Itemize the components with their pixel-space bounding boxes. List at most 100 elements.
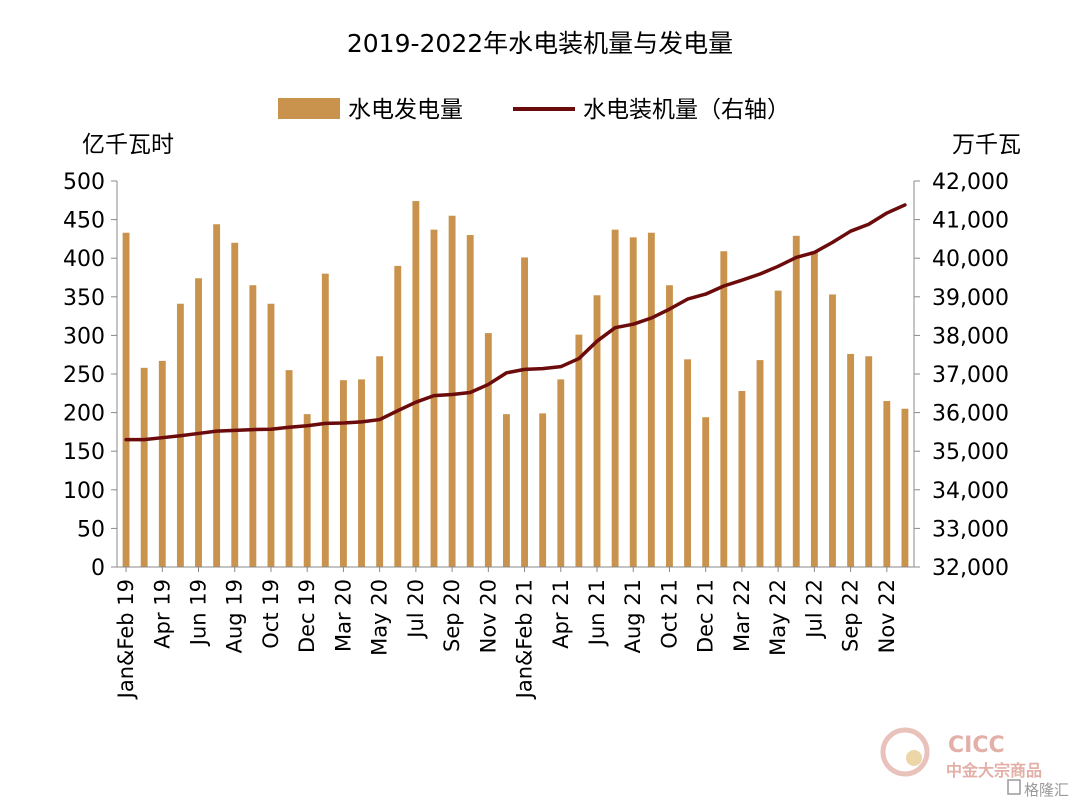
cicc-logo-icon — [880, 727, 930, 777]
right-tick-label: 33,000 — [932, 517, 1009, 542]
bar-jan-feb-19 — [122, 232, 130, 567]
bar-apr-19 — [158, 360, 166, 567]
x-tick-label: Oct 21 — [657, 579, 681, 649]
x-tick-label: Sep 22 — [839, 579, 863, 652]
legend-bar-label: 水电发电量 — [348, 97, 463, 123]
legend: 水电发电量 水电装机量（右轴） — [278, 97, 790, 123]
x-tick-label: Nov 22 — [875, 579, 899, 653]
bar-sep-19 — [249, 285, 257, 567]
right-tick-label: 38,000 — [932, 324, 1009, 349]
left-tick-label: 50 — [77, 517, 105, 542]
line-series — [124, 203, 907, 442]
left-tick-label: 450 — [63, 209, 105, 234]
left-tick-label: 300 — [63, 324, 105, 349]
bar-sep-21 — [647, 232, 655, 567]
right-tick-label: 34,000 — [932, 479, 1009, 504]
left-tick-label: 400 — [63, 247, 105, 272]
bar-aug-22 — [829, 294, 836, 567]
bar-dec-21 — [702, 417, 710, 567]
left-tick-label: 250 — [63, 363, 105, 388]
right-tick-label: 40,000 — [932, 247, 1009, 272]
bar-nov-20 — [484, 333, 492, 567]
right-tick-label: 32,000 — [932, 556, 1009, 581]
x-tick-label: Aug 21 — [621, 579, 645, 653]
bar-jul-22 — [810, 251, 818, 567]
x-tick-label: May 20 — [368, 579, 392, 656]
x-tick-label: Jan&Feb 21 — [513, 579, 537, 700]
x-tick-label: Dec 19 — [295, 579, 319, 653]
bar-dec-19 — [303, 414, 311, 567]
bar-nov-19 — [285, 370, 293, 567]
x-tick-label: Apr 19 — [150, 579, 174, 649]
bar-jun-19 — [195, 278, 202, 567]
bar-aug-21 — [629, 237, 637, 568]
source-logo-icon — [1007, 779, 1021, 795]
bar-nov-21 — [684, 359, 692, 567]
bar-oct-19 — [267, 303, 275, 567]
x-tick-label: Aug 19 — [223, 579, 247, 653]
bar-may-21 — [575, 334, 583, 567]
installed-capacity-line — [124, 203, 907, 442]
bar-mar-19 — [140, 367, 148, 567]
bar-jan-feb-20 — [321, 273, 329, 567]
bar-oct-22 — [865, 356, 873, 567]
bar-mar-21 — [539, 413, 547, 567]
x-tick-label: Jun 19 — [187, 579, 211, 647]
right-tick-label: 42,000 — [932, 170, 1009, 195]
x-tick-label: Jul 20 — [404, 579, 428, 640]
bar-mar-22 — [738, 390, 746, 567]
bar-may-20 — [376, 356, 384, 567]
cicc-logo-dot — [906, 750, 922, 766]
bar-apr-22 — [756, 360, 764, 567]
right-axis-ticks: 42,000 41,000 40,000 39,000 38,000 37,000 36,0… — [914, 170, 1009, 581]
x-tick-label: Apr 21 — [549, 579, 573, 649]
bar-aug-19 — [231, 242, 239, 567]
left-tick-label: 100 — [63, 479, 105, 504]
bar-jul-21 — [611, 229, 619, 567]
watermark-source: 格隆汇 — [1024, 781, 1069, 799]
x-tick-label: Jul 22 — [802, 579, 826, 640]
right-axis-unit: 万千瓦 — [952, 132, 1021, 158]
bar-aug-20 — [430, 229, 438, 567]
x-tick-label: Dec 21 — [694, 579, 718, 653]
x-tick-label: Nov 20 — [476, 579, 500, 653]
left-tick-label: 500 — [63, 170, 105, 195]
bar-dec-20 — [503, 414, 510, 567]
bar-jan-feb-22 — [720, 251, 728, 567]
right-tick-label: 37,000 — [932, 363, 1009, 388]
x-tick-label: Sep 20 — [440, 579, 464, 652]
x-tick-label: Mar 22 — [730, 579, 754, 652]
x-tick-label: Mar 20 — [331, 579, 355, 652]
left-tick-label: 150 — [63, 440, 105, 465]
watermark-brand: CICC — [948, 733, 1005, 758]
bar-jun-22 — [792, 235, 800, 567]
bar-oct-21 — [666, 285, 673, 567]
bar-series — [122, 201, 909, 568]
bar-may-22 — [774, 290, 782, 567]
right-tick-label: 41,000 — [932, 209, 1009, 234]
legend-bar-swatch — [278, 98, 340, 119]
bar-jun-20 — [394, 265, 402, 567]
chart-title: 2019-2022年水电装机量与发电量 — [347, 29, 733, 58]
x-tick-label: Jan&Feb 19 — [114, 579, 138, 700]
legend-line-label: 水电装机量（右轴） — [583, 97, 790, 123]
bar-apr-20 — [358, 379, 365, 567]
left-tick-label: 200 — [63, 402, 105, 427]
right-tick-label: 39,000 — [932, 286, 1009, 311]
bar-sep-22 — [847, 353, 855, 567]
x-axis-ticks: Jan&Feb 19 Apr 19 Jun 19 Aug 19 Oct 19 Dec 19… — [114, 567, 899, 700]
bar-oct-20 — [466, 235, 474, 568]
bar-dec-22 — [901, 408, 909, 567]
bar-jun-21 — [593, 295, 601, 567]
watermark: CICC 中金大宗商品 格隆汇 — [880, 727, 1069, 799]
left-axis-unit: 亿千瓦时 — [82, 132, 174, 158]
watermark-brand-cn: 中金大宗商品 — [946, 761, 1042, 780]
left-tick-label: 0 — [91, 556, 105, 581]
x-tick-label: Jun 21 — [585, 579, 609, 647]
right-tick-label: 35,000 — [932, 440, 1009, 465]
right-tick-label: 36,000 — [932, 402, 1009, 427]
x-tick-label: May 22 — [766, 579, 790, 656]
bar-jul-19 — [213, 224, 221, 568]
